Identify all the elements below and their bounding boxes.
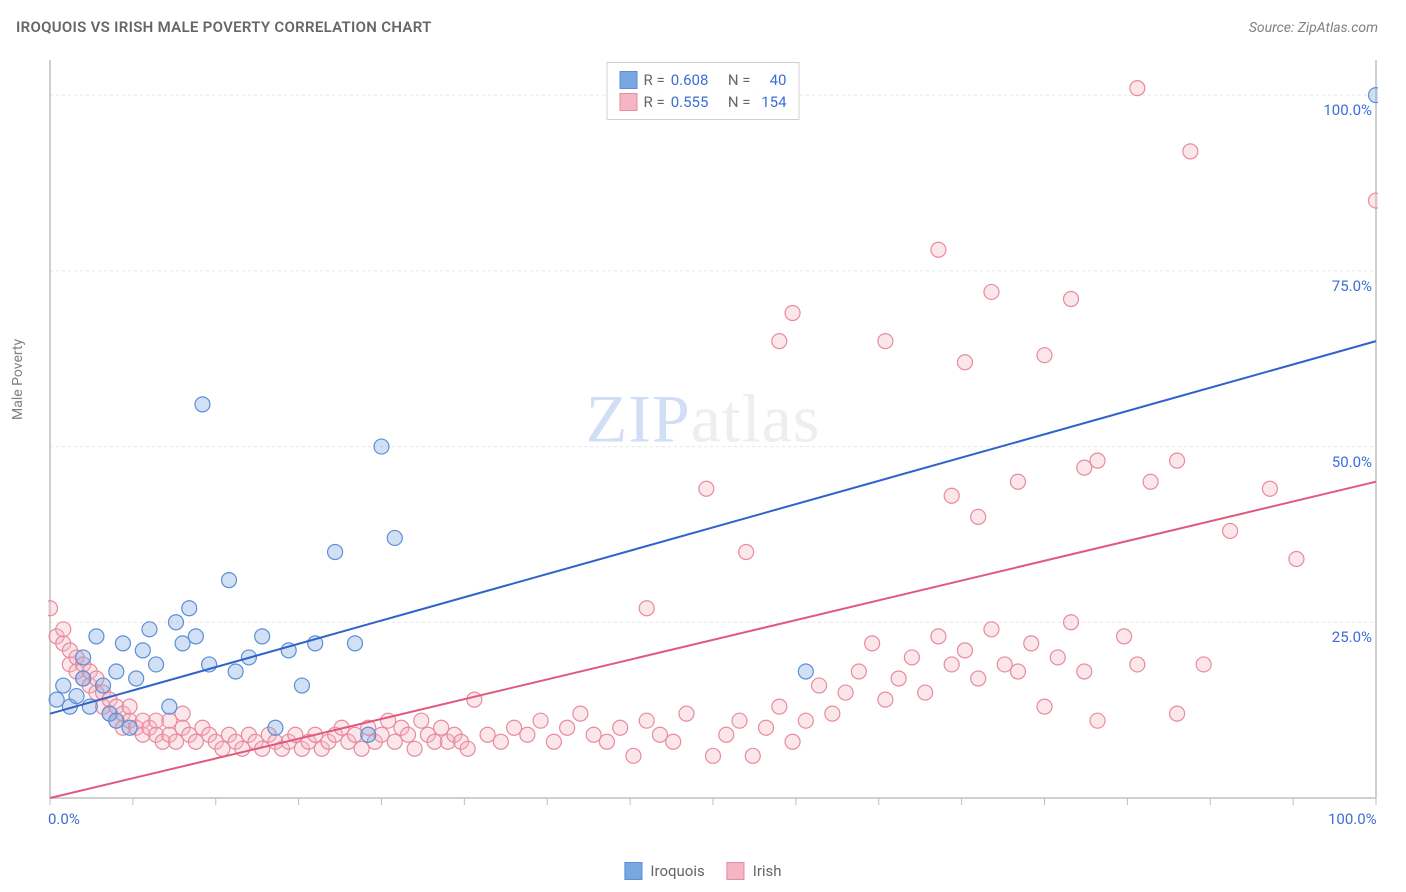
legend-swatch-irish	[727, 862, 745, 880]
legend-n-label: N =	[728, 71, 751, 89]
y-tick-label: 25.0%	[1332, 628, 1372, 646]
chart-container: IROQUOIS VS IRISH MALE POVERTY CORRELATI…	[0, 0, 1406, 892]
legend-swatch-iroquois	[624, 862, 642, 880]
source-citation: Source: ZipAtlas.com	[1249, 20, 1378, 36]
y-axis-label: Male Poverty	[10, 339, 26, 420]
legend-item-iroquois: Iroquois	[624, 862, 704, 880]
legend-r-value-iroquois: 0.608	[671, 71, 709, 89]
legend-item-irish: Irish	[727, 862, 782, 880]
legend-n-label: N =	[728, 93, 751, 111]
header-row: IROQUOIS VS IRISH MALE POVERTY CORRELATI…	[16, 18, 1378, 36]
y-tick-label: 100.0%	[1323, 101, 1372, 119]
legend-r-label: R =	[644, 93, 665, 111]
plot-area	[48, 58, 1378, 828]
y-tick-label: 75.0%	[1332, 277, 1372, 295]
source-link[interactable]: ZipAtlas.com	[1298, 20, 1378, 36]
legend-n-value-iroquois: 40	[757, 71, 787, 89]
legend-row-irish: R = 0.555 N = 154	[620, 91, 787, 113]
chart-title: IROQUOIS VS IRISH MALE POVERTY CORRELATI…	[16, 18, 432, 36]
legend-n-value-irish: 154	[757, 93, 787, 111]
legend-swatch-irish	[620, 93, 638, 111]
legend-r-label: R =	[644, 71, 665, 89]
legend-label-irish: Irish	[753, 862, 782, 880]
legend-label-iroquois: Iroquois	[650, 862, 704, 880]
legend-series: Iroquois Irish	[624, 862, 781, 880]
legend-row-iroquois: R = 0.608 N = 40	[620, 69, 787, 91]
legend-swatch-iroquois	[620, 71, 638, 89]
y-tick-label: 50.0%	[1332, 453, 1372, 471]
legend-correlation-box: R = 0.608 N = 40 R = 0.555 N = 154	[607, 62, 800, 120]
x-axis-max-label: 100.0%	[1328, 810, 1377, 828]
source-prefix: Source:	[1249, 20, 1298, 36]
legend-r-value-irish: 0.555	[671, 93, 709, 111]
x-axis-min-label: 0.0%	[48, 810, 80, 828]
scatter-svg	[48, 58, 1378, 828]
